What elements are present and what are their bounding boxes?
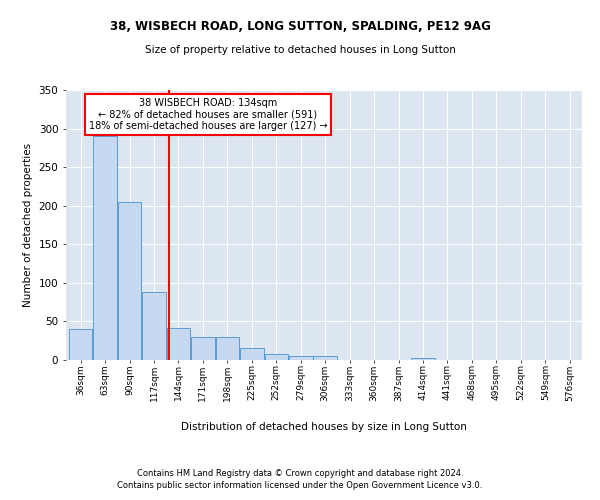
Bar — [167, 328, 190, 360]
Text: Contains HM Land Registry data © Crown copyright and database right 2024.: Contains HM Land Registry data © Crown c… — [137, 468, 463, 477]
Bar — [265, 354, 288, 360]
Bar — [191, 337, 215, 360]
Bar — [313, 356, 337, 360]
Text: Contains public sector information licensed under the Open Government Licence v3: Contains public sector information licen… — [118, 481, 482, 490]
Bar — [240, 348, 263, 360]
Bar — [215, 337, 239, 360]
Bar — [94, 136, 117, 360]
Text: 38, WISBECH ROAD, LONG SUTTON, SPALDING, PE12 9AG: 38, WISBECH ROAD, LONG SUTTON, SPALDING,… — [110, 20, 490, 33]
Bar — [289, 356, 313, 360]
Bar — [142, 292, 166, 360]
Text: Size of property relative to detached houses in Long Sutton: Size of property relative to detached ho… — [145, 45, 455, 55]
Bar — [69, 329, 92, 360]
Text: 38 WISBECH ROAD: 134sqm
← 82% of detached houses are smaller (591)
18% of semi-d: 38 WISBECH ROAD: 134sqm ← 82% of detache… — [89, 98, 327, 132]
Y-axis label: Number of detached properties: Number of detached properties — [23, 143, 33, 307]
Bar — [118, 202, 142, 360]
Bar — [411, 358, 435, 360]
Text: Distribution of detached houses by size in Long Sutton: Distribution of detached houses by size … — [181, 422, 467, 432]
